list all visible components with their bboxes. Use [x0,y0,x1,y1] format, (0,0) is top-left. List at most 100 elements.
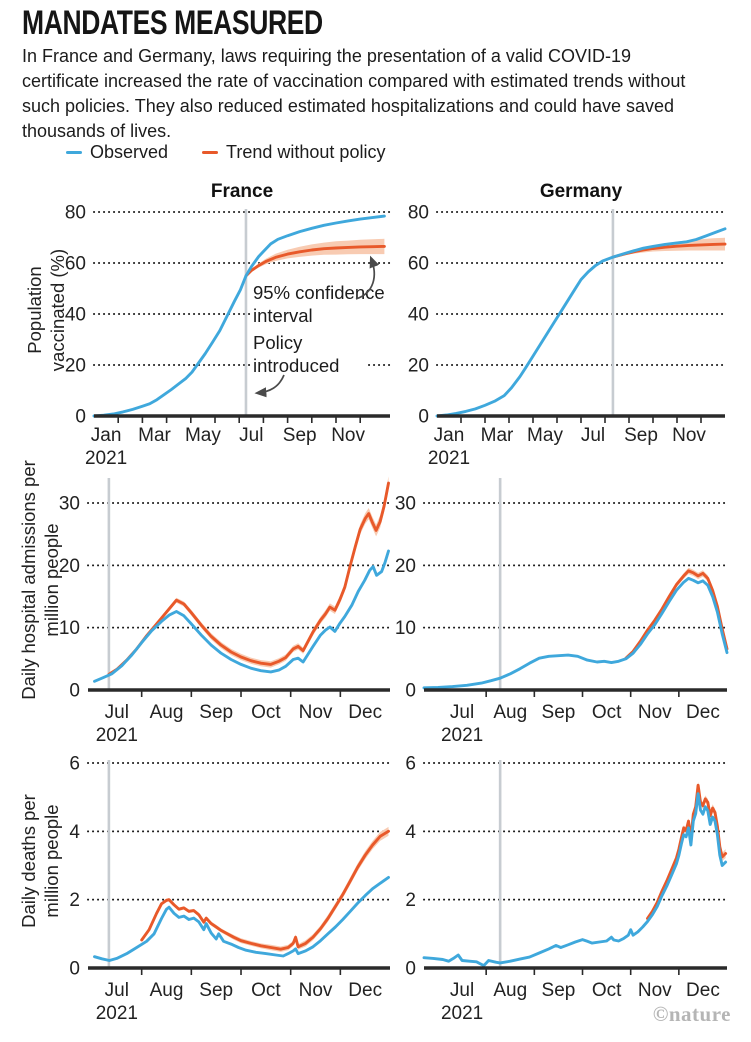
y-tick-label: 40 [408,305,429,326]
x-tick-label: Mar [138,425,171,446]
y-tick-label: 60 [65,254,86,275]
observed-line [422,792,728,968]
x-tick-label: Sep [199,702,233,723]
x-tick-label: Jan [434,425,465,446]
x-tick-label: Aug [150,980,184,1001]
x-tick-label: Dec [348,702,382,723]
year-label: 2021 [96,725,138,746]
observed-line [435,227,727,418]
y-tick-label: 0 [405,681,416,702]
y-tick-label: 0 [418,407,429,428]
y-tick-label: 6 [405,753,416,774]
trend-line-swatch [202,150,219,155]
year-label: 2021 [96,1003,138,1024]
x-tick-label: Aug [150,702,184,723]
x-tick-label: Nov [638,980,672,1001]
x-tick-label: Sep [542,702,576,723]
y-tick-label: 20 [65,356,86,377]
trend-without-policy-line [646,783,728,920]
y-tick-label: 30 [395,494,416,515]
y-tick-label: 6 [69,753,80,774]
y-tick-label: 80 [408,203,429,224]
x-tick-label: Dec [686,702,720,723]
legend-item-observed: Observed [66,142,168,163]
chart-france-deaths: 0 2 4 6 Jul Aug Sep Oct Nov Dec 2021 [69,753,391,1024]
y-tick-label: 10 [395,618,416,639]
y-tick-label: 0 [405,959,416,980]
x-tick-label: Sep [283,425,317,446]
x-tick-label: Jan [91,425,122,446]
x-tick-label: Nov [299,702,333,723]
confidence-band [141,826,389,952]
annotation-policy-introduced: Policy introduced [251,331,367,377]
trend-without-policy-line [140,829,390,951]
x-tick-label: Dec [348,980,382,1001]
x-tick-label: Sep [624,425,658,446]
x-tick-label: Jul [105,702,129,723]
observed-line [92,214,386,418]
y-tick-label: 4 [69,822,80,843]
year-label: 2021 [441,725,483,746]
x-tick-label: Oct [592,702,622,723]
y-tick-label: 2 [405,890,416,911]
chart-germany-admissions: 0 10 20 30 Jul Aug Sep Oct Nov Dec 2021 [395,478,729,746]
x-tick-label: Aug [493,980,527,1001]
chart-title-france: France [210,181,274,202]
x-tick-label: Jul [581,425,605,446]
trend-without-policy-line [107,481,390,676]
y-tick-label: 20 [408,356,429,377]
chart-germany-vaccination: 0 20 40 60 80 Jan Mar May Jul Sep Nov 2021 [408,203,727,469]
y-tick-label: 4 [405,822,416,843]
chart-france-admissions: 0 10 20 30 Jul Aug Sep Oct Nov Dec 2021 [59,476,391,746]
x-tick-label: Sep [199,980,233,1001]
y-tick-label: 10 [59,618,80,639]
legend-label-observed: Observed [90,142,169,162]
observed-line [93,875,390,962]
observed-line [93,549,390,683]
x-tick-label: Jul [105,980,129,1001]
x-tick-label: May [527,425,563,446]
x-tick-label: Sep [542,980,576,1001]
legend-label-trend: Trend without policy [226,142,386,162]
observed-line-swatch [66,150,82,155]
y-tick-label: 20 [59,556,80,577]
y-tick-label: 40 [65,305,86,326]
x-tick-label: Mar [481,425,514,446]
year-label: 2021 [441,1003,483,1024]
y-tick-label: 2 [69,890,80,911]
y-tick-label: 0 [69,959,80,980]
y-tick-label: 30 [59,494,80,515]
x-tick-label: Jul [450,980,474,1001]
y-tick-label: 0 [75,407,86,428]
x-tick-label: Oct [592,980,622,1001]
trend-without-policy-line [244,244,386,278]
chart-germany-deaths: 0 2 4 6 Jul Aug Sep Oct Nov Dec 2021 [405,753,728,1024]
legend-item-trend: Trend without policy [202,142,385,163]
annotation-confidence-interval: 95% confidence interval [251,281,407,327]
y-tick-label: 60 [408,254,429,275]
chart-title-germany: Germany [539,181,623,202]
y-tick-label: 80 [65,203,86,224]
x-tick-label: May [185,425,221,446]
x-tick-label: Nov [331,425,365,446]
x-tick-label: Oct [251,702,281,723]
observed-line [422,576,729,690]
x-tick-label: Nov [299,980,333,1001]
x-tick-label: Nov [672,425,706,446]
chart-france-vaccination: 0 20 40 60 80 Jan Mar May Jul Sep Nov 2021 [65,203,391,469]
legend: Observed Trend without policy [66,142,385,163]
x-tick-label: Nov [638,702,672,723]
x-tick-label: Oct [251,980,281,1001]
nature-watermark: ©nature [652,1002,731,1026]
x-tick-label: Dec [686,980,720,1001]
year-label: 2021 [85,448,127,469]
y-tick-label: 20 [395,556,416,577]
y-tick-label: 0 [69,681,80,702]
page-description: In France and Germany, laws requiring th… [22,46,686,141]
year-label: 2021 [428,448,470,469]
x-tick-label: Aug [493,702,527,723]
x-tick-label: Jul [450,702,474,723]
x-tick-label: Jul [239,425,263,446]
